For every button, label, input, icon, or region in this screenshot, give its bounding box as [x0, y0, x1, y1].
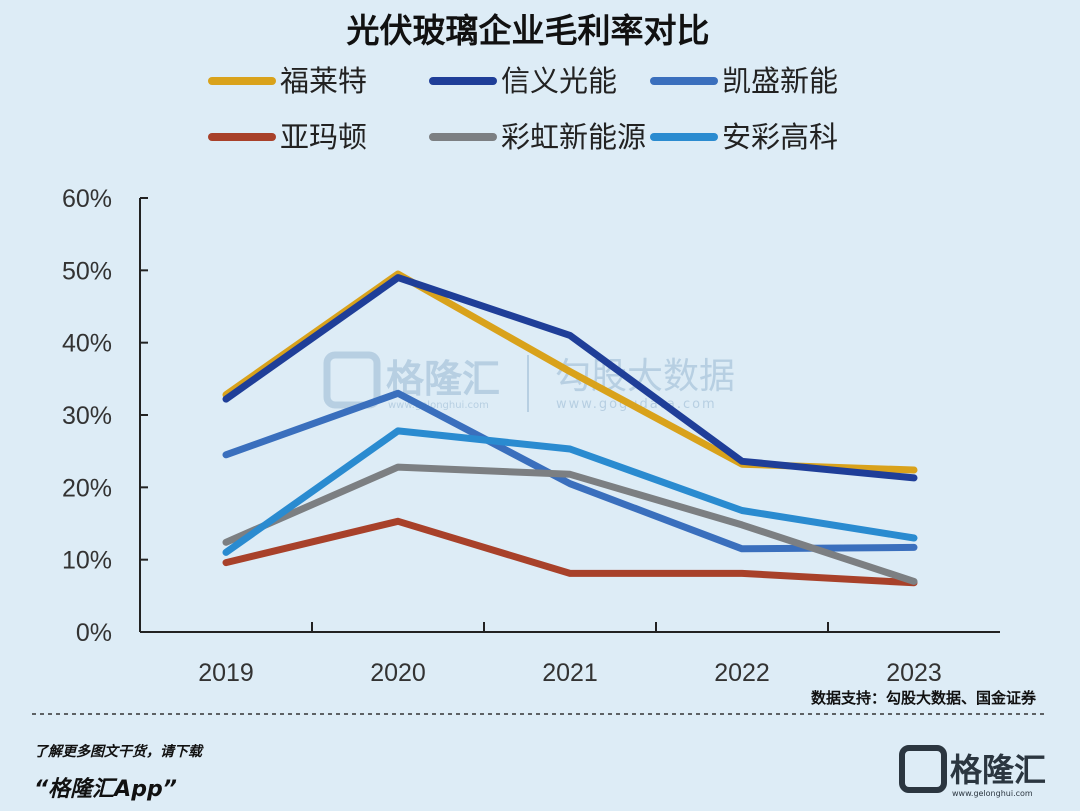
x-tick-label: 2020 [370, 659, 426, 687]
x-tick-label: 2021 [542, 659, 598, 687]
x-tick-label: 2023 [886, 659, 942, 687]
watermark-brand-url: www.gelonghui.com [388, 400, 489, 411]
x-ticks: 2019 2020 2021 2022 2023 [198, 622, 942, 687]
y-ticks: 0% 10% 20% 30% 40% 50% 60% [62, 185, 148, 647]
footer-logo: 格隆汇 www.gelonghui.com [899, 745, 1046, 798]
series-line [222, 463, 918, 585]
footer-logo-icon [899, 745, 947, 793]
y-tick-label: 20% [62, 474, 112, 502]
x-tick-label: 2022 [714, 659, 770, 687]
footer-download-text: 了解更多图文干货，请下载 [34, 743, 204, 760]
footer-logo-url: www.gelonghui.com [952, 789, 1033, 798]
series-line [222, 517, 918, 587]
source-note: 数据支持：勾股大数据、国金证券 [811, 689, 1037, 707]
legend-label: 安彩高科 [722, 120, 838, 154]
footer-app-name: “格隆汇App” [34, 777, 177, 802]
series-line [222, 427, 918, 556]
watermark: 格隆汇 www.gelonghui.com 勾股大数据 www.gogudata… [323, 351, 735, 412]
y-tick-label: 60% [62, 185, 112, 213]
series-line [222, 389, 918, 553]
y-tick-label: 50% [62, 257, 112, 285]
series-line [222, 274, 918, 482]
watermark-logo-icon [323, 351, 381, 409]
y-tick-label: 40% [62, 330, 112, 358]
footer-logo-text: 格隆汇 [950, 751, 1046, 789]
legend-label: 信义光能 [501, 64, 617, 98]
y-tick-label: 0% [76, 619, 112, 647]
y-tick-label: 10% [62, 547, 112, 575]
series-lines [222, 270, 918, 587]
y-tick-label: 30% [62, 402, 112, 430]
legend-label: 福莱特 [280, 64, 367, 98]
x-tick-label: 2019 [198, 659, 254, 687]
legend-label: 彩虹新能源 [501, 120, 646, 154]
legend-label: 亚玛顿 [280, 120, 367, 154]
chart-title: 光伏玻璃企业毛利率对比 [347, 11, 710, 50]
legend-label: 凯盛新能 [722, 64, 838, 98]
